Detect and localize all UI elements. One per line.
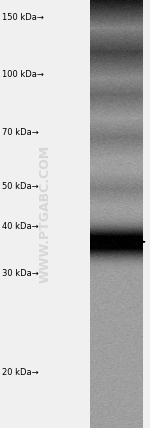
Text: WWW.PTGABC.COM: WWW.PTGABC.COM <box>39 145 51 283</box>
Text: 50 kDa→: 50 kDa→ <box>2 181 38 191</box>
Text: 100 kDa→: 100 kDa→ <box>2 70 43 80</box>
Text: 20 kDa→: 20 kDa→ <box>2 368 38 377</box>
Text: 40 kDa→: 40 kDa→ <box>2 222 38 232</box>
Text: 150 kDa→: 150 kDa→ <box>2 12 43 22</box>
Text: 70 kDa→: 70 kDa→ <box>2 128 38 137</box>
Text: 30 kDa→: 30 kDa→ <box>2 269 38 279</box>
